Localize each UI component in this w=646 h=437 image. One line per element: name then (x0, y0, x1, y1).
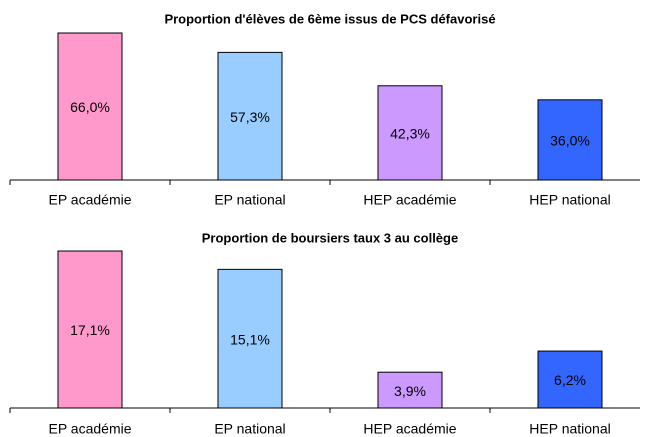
value-label: 66,0% (70, 99, 110, 115)
bar (57, 32, 123, 181)
value-label: 17,1% (70, 322, 110, 338)
value-label: 15,1% (230, 331, 270, 347)
x-tick-label: HEP national (529, 421, 610, 437)
bar (57, 250, 123, 409)
chart-title: Proportion d'élèves de 6ème issus de PCS… (164, 11, 495, 26)
value-label: 6,2% (554, 372, 586, 388)
bar (537, 350, 603, 409)
x-tick-label: EP académie (48, 192, 131, 208)
x-tick-label: HEP national (529, 192, 610, 208)
x-tick-label: EP national (214, 192, 285, 208)
x-tick-label: HEP académie (363, 192, 456, 208)
value-label: 36,0% (550, 133, 590, 149)
bar (217, 51, 283, 181)
bar (377, 85, 443, 181)
x-tick-label: HEP académie (363, 421, 456, 437)
value-label: 42,3% (390, 126, 430, 142)
x-tick-label: EP académie (48, 421, 131, 437)
x-tick-label: EP national (214, 421, 285, 437)
chart-title: Proportion de boursiers taux 3 au collèg… (202, 230, 458, 245)
bar (537, 99, 603, 181)
bar (377, 371, 443, 409)
bar (217, 268, 283, 409)
value-label: 57,3% (230, 109, 270, 125)
value-label: 3,9% (394, 383, 426, 399)
